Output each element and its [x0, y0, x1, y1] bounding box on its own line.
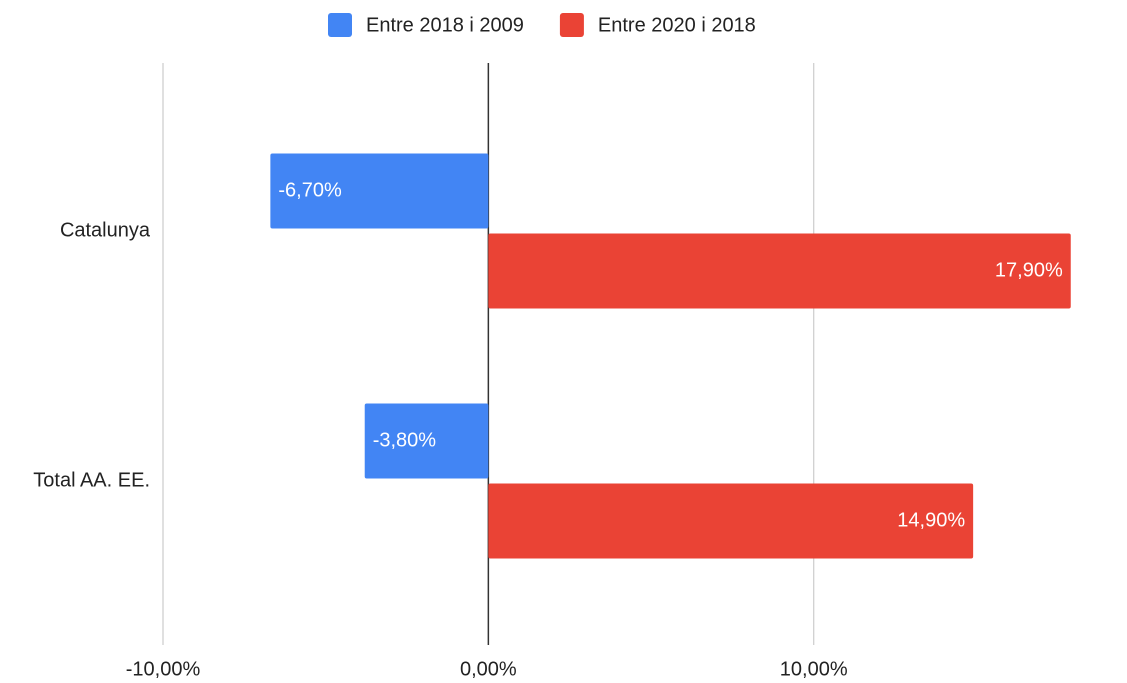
- value-label: -3,80%: [373, 429, 437, 451]
- bar: [488, 483, 974, 559]
- legend-label: Entre 2018 i 2009: [366, 14, 524, 36]
- x-tick-label: 0,00%: [460, 658, 517, 680]
- bar: [364, 403, 489, 479]
- y-tick-label: Total AA. EE.: [33, 469, 150, 491]
- legend-label: Entre 2020 i 2018: [598, 14, 756, 36]
- legend-swatch: [328, 13, 352, 37]
- x-tick-label: 10,00%: [780, 658, 848, 680]
- value-label: 17,90%: [995, 259, 1063, 281]
- legend-swatch: [559, 13, 584, 37]
- y-tick-label: Catalunya: [60, 219, 151, 241]
- x-tick-label: -10,00%: [126, 658, 201, 680]
- bar: [270, 153, 489, 229]
- value-label: 14,90%: [897, 509, 965, 531]
- value-label: -6,70%: [278, 179, 342, 201]
- bar: [488, 233, 1071, 309]
